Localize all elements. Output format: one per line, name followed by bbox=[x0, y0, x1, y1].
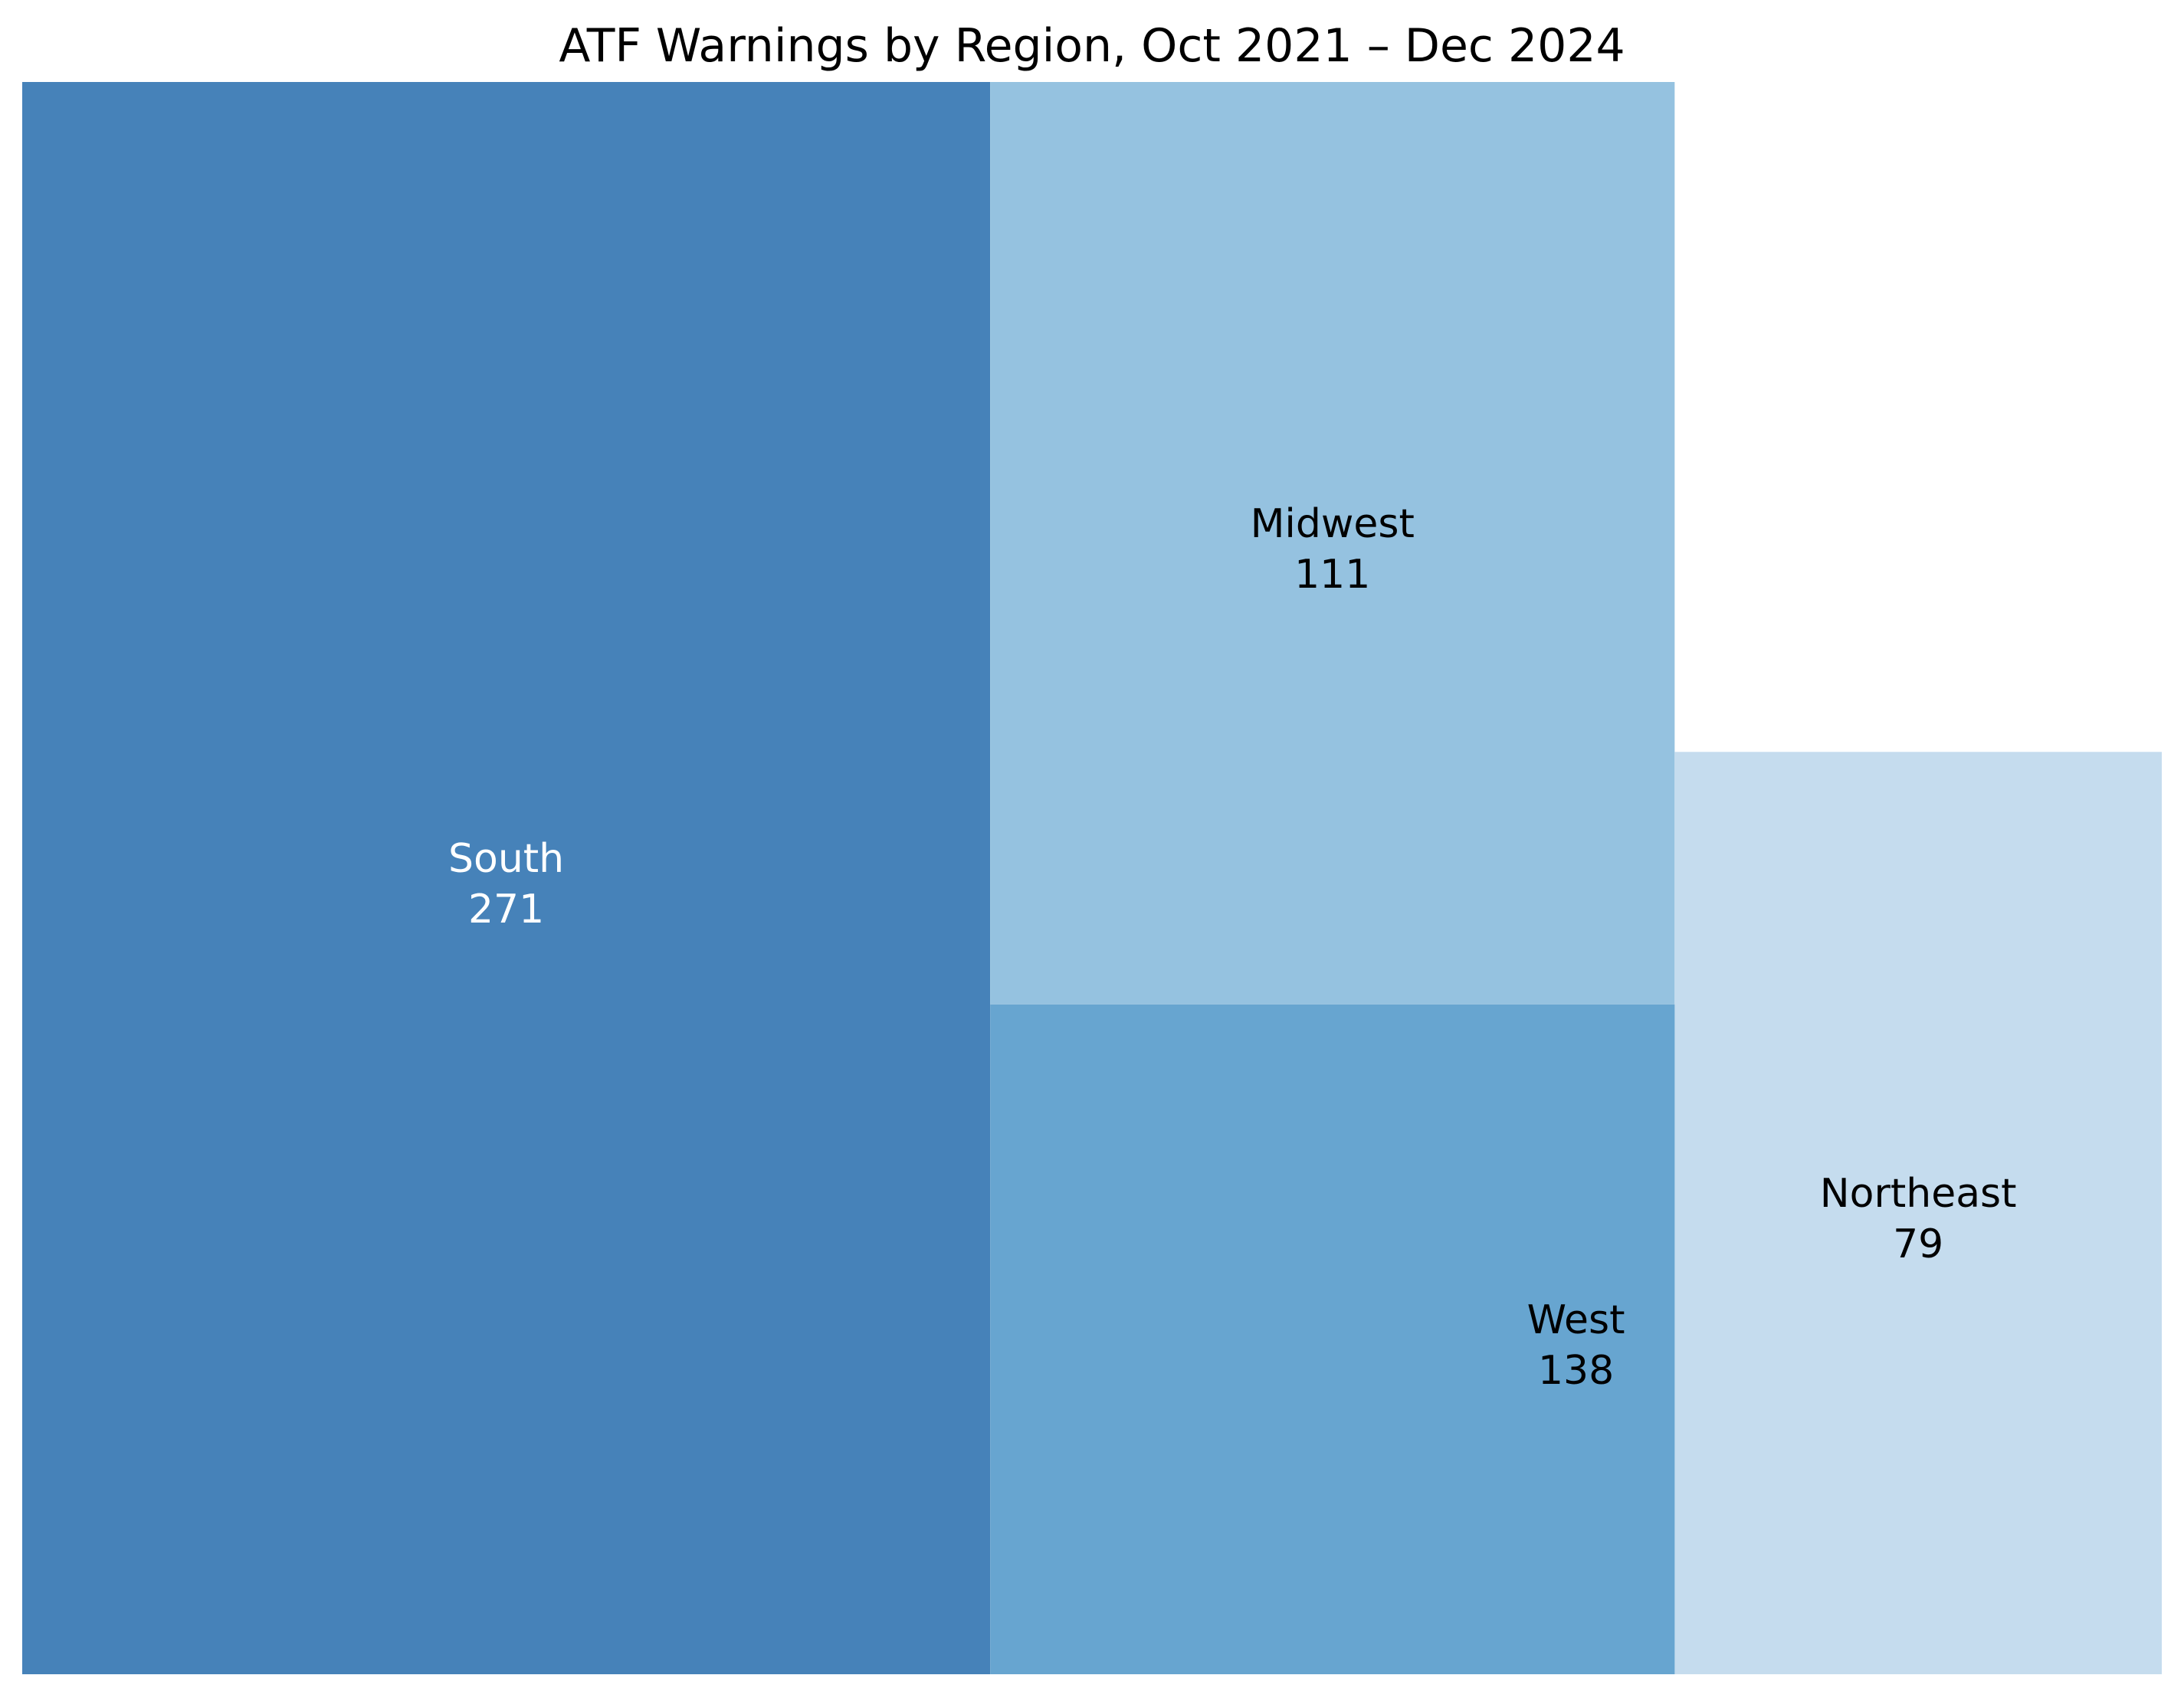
tile-label-midwest: Midwest bbox=[1251, 501, 1415, 547]
tile-rect-midwest bbox=[990, 82, 1675, 1005]
tile-value-west: 138 bbox=[1538, 1348, 1614, 1394]
tile-label-south: South bbox=[448, 836, 564, 882]
tile-rect-south bbox=[22, 82, 991, 1674]
tile-south: South 271 bbox=[22, 82, 991, 1674]
tile-value-south: 271 bbox=[468, 887, 544, 933]
tile-label-northeast: Northeast bbox=[1820, 1171, 2017, 1217]
tile-value-northeast: 79 bbox=[1893, 1221, 1943, 1267]
tile-rect-northeast bbox=[1674, 752, 2162, 1674]
chart-title: ATF Warnings by Region, Oct 2021 – Dec 2… bbox=[559, 19, 1625, 73]
tile-value-midwest: 111 bbox=[1294, 552, 1370, 598]
tile-label-west: West bbox=[1527, 1297, 1625, 1343]
tile-midwest: Midwest 111 bbox=[990, 82, 1675, 1005]
